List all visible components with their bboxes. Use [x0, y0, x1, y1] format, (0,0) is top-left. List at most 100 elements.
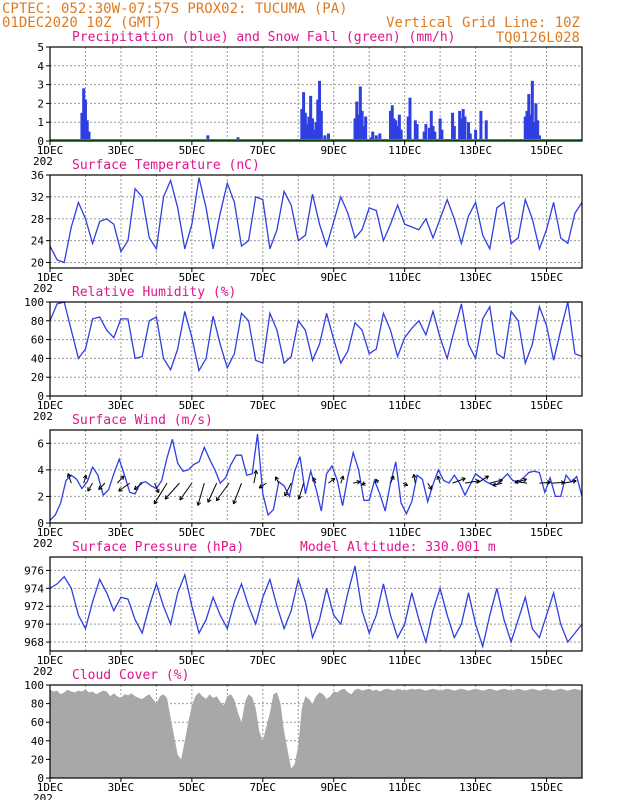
precip-bar	[355, 101, 359, 141]
precip-bar	[314, 122, 318, 141]
precip-bar	[532, 122, 536, 141]
pressure-y-tick-label: 970	[24, 618, 44, 631]
wind-y-tick-label: 0	[37, 517, 44, 530]
temperature-y-tick-label: 36	[31, 169, 44, 182]
wind-year-label: 202	[33, 537, 53, 550]
wind-vector-arrow	[312, 477, 317, 484]
precip-bar	[83, 99, 87, 141]
wind-x-tick-label: 3DEC	[108, 526, 135, 539]
pressure-x-tick-label: 11DEC	[388, 654, 421, 667]
precip-bar	[360, 110, 364, 141]
precip-bar	[353, 118, 357, 141]
humidity-y-tick-label: 0	[37, 390, 44, 403]
temperature-x-tick-label: 13DEC	[459, 271, 492, 284]
pressure-x-tick-label: 7DEC	[250, 654, 277, 667]
precip-bar	[206, 135, 210, 141]
wind-panel: 0 2 4 6 1DEC 3DEC 5DEC 7DEC 9DEC 11DEC 13DEC 15DEC 2…	[33, 413, 583, 550]
cloud-x-tick-label: 5DEC	[179, 781, 206, 794]
precip-bar	[394, 120, 398, 141]
cloud-y-tick-label: 40	[31, 735, 44, 748]
pressure-x-tick-label: 15DEC	[530, 654, 563, 667]
wind-vector-arrow	[133, 482, 143, 491]
humidity-x-tick-label: 7DEC	[250, 399, 277, 412]
wind-y-tick-label: 6	[37, 437, 44, 450]
precip-y-tick-label: 0	[37, 135, 44, 148]
humidity-y-tick-label: 100	[24, 296, 44, 309]
precip-x-tick-label: 11DEC	[388, 144, 421, 157]
precip-bar	[392, 118, 396, 141]
precip-bar	[399, 129, 403, 141]
precip-bar	[85, 120, 89, 141]
temperature-x-tick-label: 5DEC	[179, 271, 206, 284]
wind-vector-arrow	[361, 481, 366, 486]
wind-y-tick-label: 2	[37, 490, 44, 503]
wind-vector-arrow	[489, 478, 503, 484]
precip-bar	[408, 97, 412, 141]
precip-bar	[525, 110, 529, 141]
wind-vector-arrow	[232, 482, 242, 505]
precip-year-label: 202	[33, 155, 53, 168]
humidity-y-tick-label: 80	[31, 315, 44, 328]
wind-vector-arrow	[477, 475, 490, 484]
wind-vector-arrow	[82, 474, 88, 484]
pressure-x-tick-label: 13DEC	[459, 654, 492, 667]
precip-bar	[310, 118, 314, 141]
pressure-y-tick-label: 972	[24, 600, 44, 613]
temperature-y-tick-label: 32	[31, 191, 44, 204]
wind-panel-title: Surface Wind (m/s)	[72, 413, 213, 428]
wind-vector-arrow	[118, 482, 131, 492]
wind-frame	[49, 429, 583, 524]
model-altitude-label: Model Altitude: 330.001 m	[300, 540, 496, 555]
precip-x-tick-label: 13DEC	[459, 144, 492, 157]
wind-vector-arrow	[452, 477, 466, 484]
pressure-x-tick-label: 1DEC	[37, 654, 64, 667]
humidity-frame	[49, 301, 583, 397]
pressure-year-label: 202	[33, 665, 53, 678]
precip-bar	[323, 135, 327, 141]
temperature-panel-title: Surface Temperature (nC)	[72, 158, 260, 173]
precip-x-tick-label: 9DEC	[320, 144, 347, 157]
wind-vector-arrow	[117, 475, 125, 484]
precip-x-tick-label: 1DEC	[37, 144, 64, 157]
precip-bar	[378, 133, 382, 141]
precip-bar	[362, 125, 366, 141]
precip-frame	[49, 46, 583, 142]
cloud-x-tick-label: 9DEC	[320, 781, 347, 794]
precip-bar	[300, 109, 304, 141]
precip-bar	[406, 116, 410, 141]
wind-vector-arrow	[196, 483, 205, 506]
humidity-x-tick-label: 3DEC	[108, 399, 135, 412]
precip-bar	[318, 80, 322, 141]
humidity-x-tick-label: 9DEC	[320, 399, 347, 412]
precip-bar	[534, 103, 538, 141]
cloud-frame	[49, 684, 583, 779]
precip-bar	[429, 110, 433, 141]
cloud-panel: 0 20 40 60 80 100 1DEC 3DEC 5DEC 7DEC 9DEC 11DEC 13D…	[24, 668, 583, 800]
precip-y-tick-label: 4	[37, 60, 44, 73]
precip-bar	[390, 105, 394, 141]
precip-bar	[326, 133, 330, 141]
precip-bar	[307, 116, 311, 141]
cloud-y-tick-label: 80	[31, 698, 44, 711]
pressure-panel: 968 970 972 974 976 1DEC 3DEC 5DEC 7DEC 9DEC 11DEC…	[24, 540, 583, 678]
precip-bar	[80, 112, 84, 141]
precip-bar	[530, 80, 534, 141]
pressure-y-tick-label: 974	[24, 582, 44, 595]
precip-bar	[82, 88, 86, 141]
wind-vector-arrow	[375, 478, 380, 484]
header-date-line: 01DEC2020 10Z (GMT)	[2, 15, 162, 31]
precip-bar	[458, 110, 462, 141]
precip-x-tick-label: 7DEC	[250, 144, 277, 157]
temperature-y-tick-label: 24	[31, 235, 45, 248]
wind-vector-arrow	[339, 475, 345, 484]
precip-bar	[397, 114, 401, 141]
wind-vector-arrow	[215, 482, 230, 502]
precip-bar	[440, 129, 444, 141]
precip-bar	[305, 124, 309, 141]
wind-vector-arrow	[164, 482, 180, 500]
precip-bar	[479, 110, 483, 141]
wind-vector-arrow	[514, 479, 528, 485]
precip-bar	[303, 112, 307, 141]
precip-bar	[357, 114, 361, 141]
